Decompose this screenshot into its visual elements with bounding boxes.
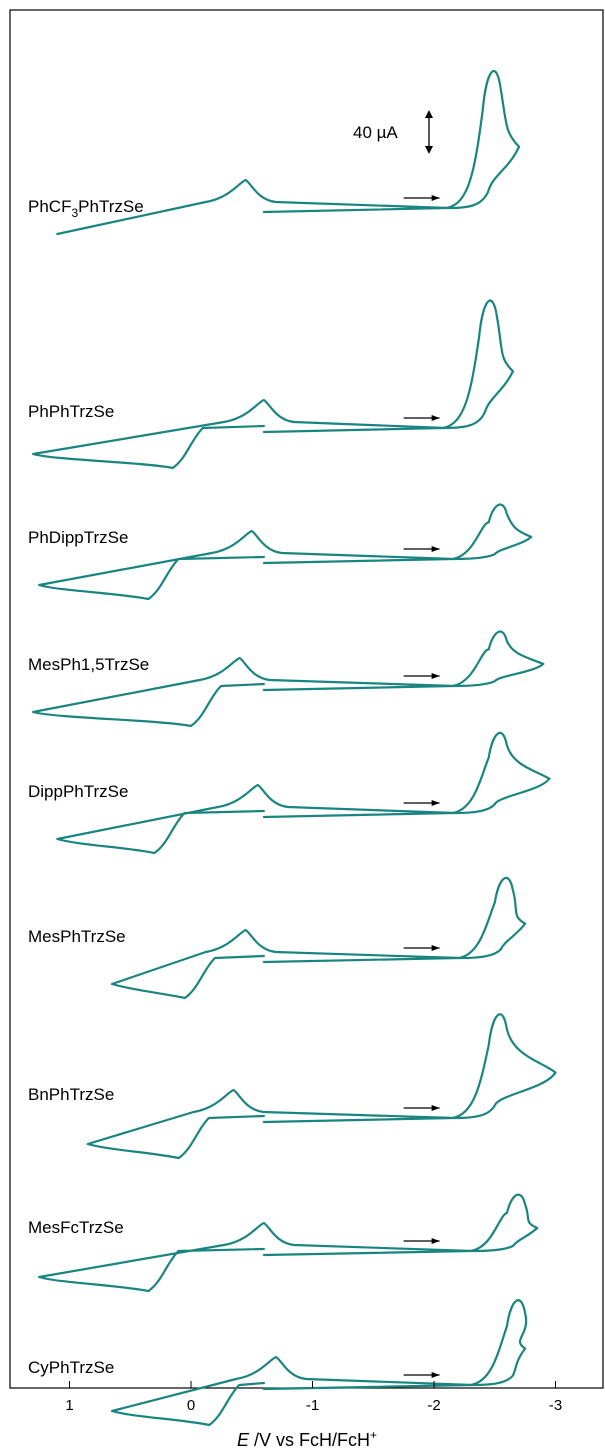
cv-trace-5 (56, 731, 551, 855)
series-label-3: PhDippTrzSe (28, 528, 128, 547)
series-labels-group: PhCF3PhTrzSe PhPhTrzSe PhDippTrzSe MesPh1,5… (28, 197, 149, 1377)
current-scale-bar: 40 µA (353, 110, 433, 154)
scan-direction-arrowhead-2 (431, 415, 440, 421)
scan-direction-arrowhead-1 (431, 195, 440, 201)
series-label-7: BnPhTrzSe (28, 1085, 114, 1104)
series-label-1: PhCF3PhTrzSe (28, 197, 144, 220)
series-label-5: DippPhTrzSe (28, 782, 128, 801)
scan-direction-arrowhead-3 (431, 546, 440, 552)
traces-group (31, 69, 557, 1427)
scan-direction-arrowhead-4 (431, 673, 440, 679)
series-label-8: MesFcTrzSe (28, 1218, 124, 1237)
cv-trace-1 (56, 69, 521, 236)
x-axis-ticks: 1 0 -1 -2 -3 (65, 1381, 562, 1414)
series-label-4: MesPh1,5TrzSe (28, 655, 149, 674)
cv-trace-3 (38, 503, 533, 601)
scan-direction-arrowhead-6 (431, 945, 440, 951)
x-tick-label: 1 (65, 1397, 73, 1414)
cv-trace-4 (31, 630, 545, 728)
series-label-9: CyPhTrzSe (28, 1358, 114, 1377)
cv-trace-2 (31, 299, 515, 470)
scale-bar-label: 40 µA (353, 123, 398, 142)
cv-trace-9 (110, 1299, 528, 1427)
scan-direction-arrowhead-8 (431, 1238, 440, 1244)
x-tick-label: -2 (427, 1397, 440, 1414)
x-tick-label: 0 (187, 1397, 195, 1414)
cv-trace-7 (86, 1013, 557, 1160)
series-label-6: MesPhTrzSe (28, 927, 126, 946)
series-label-2: PhPhTrzSe (28, 402, 114, 421)
scan-direction-arrowhead-9 (431, 1372, 440, 1378)
cv-trace-8 (38, 1193, 539, 1293)
scan-direction-arrowhead-5 (431, 800, 440, 806)
x-tick-label: -3 (549, 1397, 562, 1414)
scan-direction-arrowhead-7 (431, 1105, 440, 1111)
x-tick-label: -1 (306, 1397, 319, 1414)
x-axis-label: E /V vs FcH/FcH+ (237, 1428, 377, 1450)
cv-trace-6 (110, 876, 527, 1000)
